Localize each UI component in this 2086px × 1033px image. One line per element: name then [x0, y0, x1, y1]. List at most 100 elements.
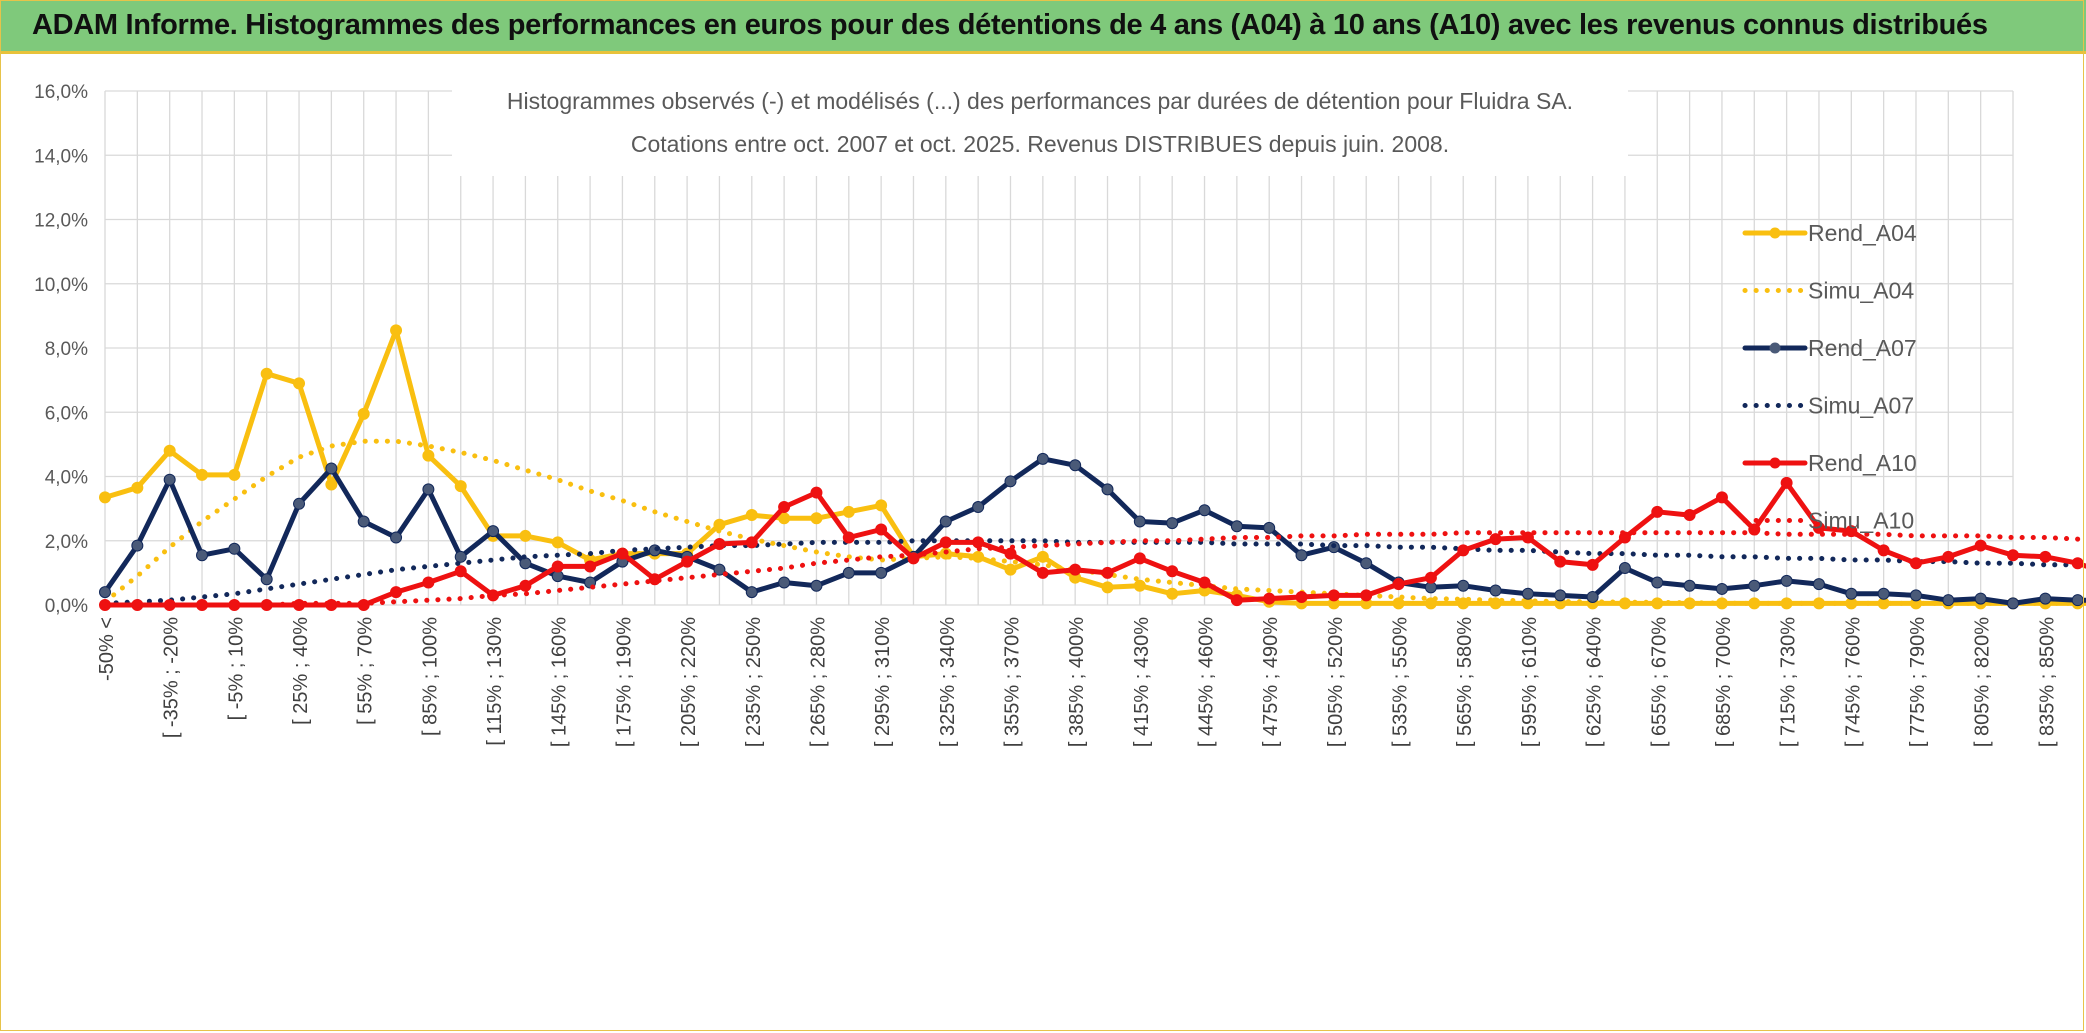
rend-a04-point [390, 324, 403, 337]
rend-a07-point [1651, 576, 1664, 589]
x-tick-label: [ 745% ; 760% [1842, 617, 1864, 747]
rend-a10-point [1198, 576, 1211, 589]
rend-a07-point [1166, 517, 1179, 530]
x-tick-label: [ 55% ; 70% [355, 617, 377, 725]
x-tick-label: [ 85% ; 100% [419, 617, 441, 736]
rend-a07-point [1457, 579, 1470, 592]
rend-a07-point [1845, 587, 1858, 600]
rend-a04-point [551, 536, 564, 549]
rend-a07-point [390, 531, 403, 544]
rend-a07-point [2007, 597, 2019, 610]
rend-a10-point [454, 565, 467, 578]
rend-a10-point [1004, 547, 1017, 560]
rend-a04-point [1748, 597, 1761, 610]
x-tick-label: [ 595% ; 610% [1519, 617, 1541, 747]
rend-a07-line [102, 456, 2086, 606]
report-title: ADAM Informe. Histogrammes des performan… [32, 9, 1988, 41]
rend-a10-point [1521, 531, 1534, 544]
rend-a10-point [2039, 550, 2052, 563]
rend-a04-point [1166, 587, 1179, 600]
chart-title-background [452, 76, 1628, 176]
rend-a10-point [1327, 589, 1340, 602]
rend-a07-point [163, 473, 176, 486]
x-tick-label: [ 655% ; 670% [1648, 617, 1670, 747]
x-tick-label: [ 295% ; 310% [872, 617, 894, 747]
x-tick-label: [ 205% ; 220% [678, 617, 700, 747]
rend-a07-point [293, 497, 306, 510]
x-tick-label: [ 25% ; 40% [290, 617, 312, 725]
rend-a07-point [1586, 590, 1599, 603]
x-tick-label: [ 355% ; 370% [1001, 617, 1023, 747]
rend-a07-point [1133, 515, 1146, 528]
rend-a07-point [1198, 504, 1211, 517]
histogram-chart: 0,0% 2,0% 4,0% 6,0% 8,0% 10,0% 12,0% 14,0% 16,0%… [34, 76, 2086, 747]
x-axis: -50% < [ -35% ; -20% [ -5% ; 10% [ 25% ; 40… [96, 617, 2058, 747]
simu-a10-line [102, 530, 2086, 608]
rend-a10-point [713, 537, 726, 550]
rend-a04-point [875, 499, 888, 512]
rend-a10-point [1877, 544, 1890, 557]
rend-a10-point [390, 586, 403, 599]
legend-marker-rend-a07 [1769, 342, 1781, 354]
rend-a10-point [1457, 544, 1470, 557]
rend-a07-point [454, 550, 467, 563]
rend-a10-point [551, 560, 564, 573]
rend-a10-point [1392, 578, 1405, 591]
rend-a10-point [1069, 563, 1082, 576]
legend-label-simu-a10: Simu_A10 [1808, 508, 1914, 534]
rend-a04-point [454, 480, 467, 493]
rend-a10-point [1683, 509, 1696, 522]
x-tick-label: [ 445% ; 460% [1196, 617, 1218, 747]
rend-a07-point [1004, 475, 1017, 488]
x-tick-label: [ 715% ; 730% [1778, 617, 1800, 747]
chart-title-block: Histogrammes observés (-) et modélisés (… [452, 76, 1628, 176]
rend-a10-point [1554, 555, 1567, 568]
rend-a10-point [196, 599, 209, 611]
legend-label-simu-a04: Simu_A04 [1808, 278, 1914, 304]
rend-a07-point [1748, 579, 1761, 592]
y-tick-label: 6,0% [45, 403, 88, 424]
y-tick-label: 14,0% [34, 146, 88, 167]
rend-a07-point [1295, 549, 1308, 562]
rend-a07-point [1974, 592, 1987, 605]
rend-a04-point [810, 512, 823, 525]
rend-a07-point [99, 586, 111, 599]
rend-a04-point [260, 367, 273, 380]
rend-a10-line [102, 480, 2086, 608]
rend-a10-point [1780, 476, 1793, 489]
rend-a07-point [2039, 592, 2052, 605]
x-tick-label: [ -5% ; 10% [225, 617, 247, 721]
rend-a10-point [778, 501, 791, 514]
rend-a04-point [745, 509, 758, 522]
x-tick-label: [ 475% ; 490% [1260, 617, 1282, 747]
rend-a10-point [939, 536, 952, 549]
rend-a07-point [1554, 589, 1567, 602]
rend-a04-point [422, 449, 435, 462]
rend-a07-point [972, 501, 985, 514]
rend-a07-point [2071, 594, 2084, 607]
rend-a07-point [1230, 520, 1243, 533]
legend-label-rend-a10: Rend_A10 [1808, 450, 1917, 476]
rend-a04-point [1457, 597, 1470, 610]
rend-a10-point [1715, 491, 1728, 504]
rend-a10-point [1586, 558, 1599, 571]
rend-a07-point [810, 579, 823, 592]
x-tick-label: [ 175% ; 190% [613, 617, 635, 747]
rend-a04-point [131, 481, 144, 494]
chart-title-line1: Histogrammes observés (-) et modélisés (… [507, 88, 1573, 114]
legend-label-rend-a04: Rend_A04 [1808, 220, 1917, 246]
rend-a07-point [713, 563, 726, 576]
rend-a04-point [1101, 581, 1114, 594]
rend-a07-point [519, 557, 532, 570]
y-tick-label: 4,0% [45, 468, 88, 489]
rend-a07-point [357, 515, 370, 528]
rend-a10-point [2071, 557, 2084, 570]
rend-a07-point [1101, 483, 1114, 496]
rend-a07-point [325, 462, 338, 475]
x-tick-label: [ 565% ; 580% [1454, 617, 1476, 747]
rend-a10-point [842, 531, 855, 544]
rend-a10-point [1489, 533, 1502, 546]
rend-a07-point [875, 566, 888, 579]
rend-a04-point [163, 444, 176, 457]
x-tick-label: [ 805% ; 820% [1972, 617, 1994, 747]
